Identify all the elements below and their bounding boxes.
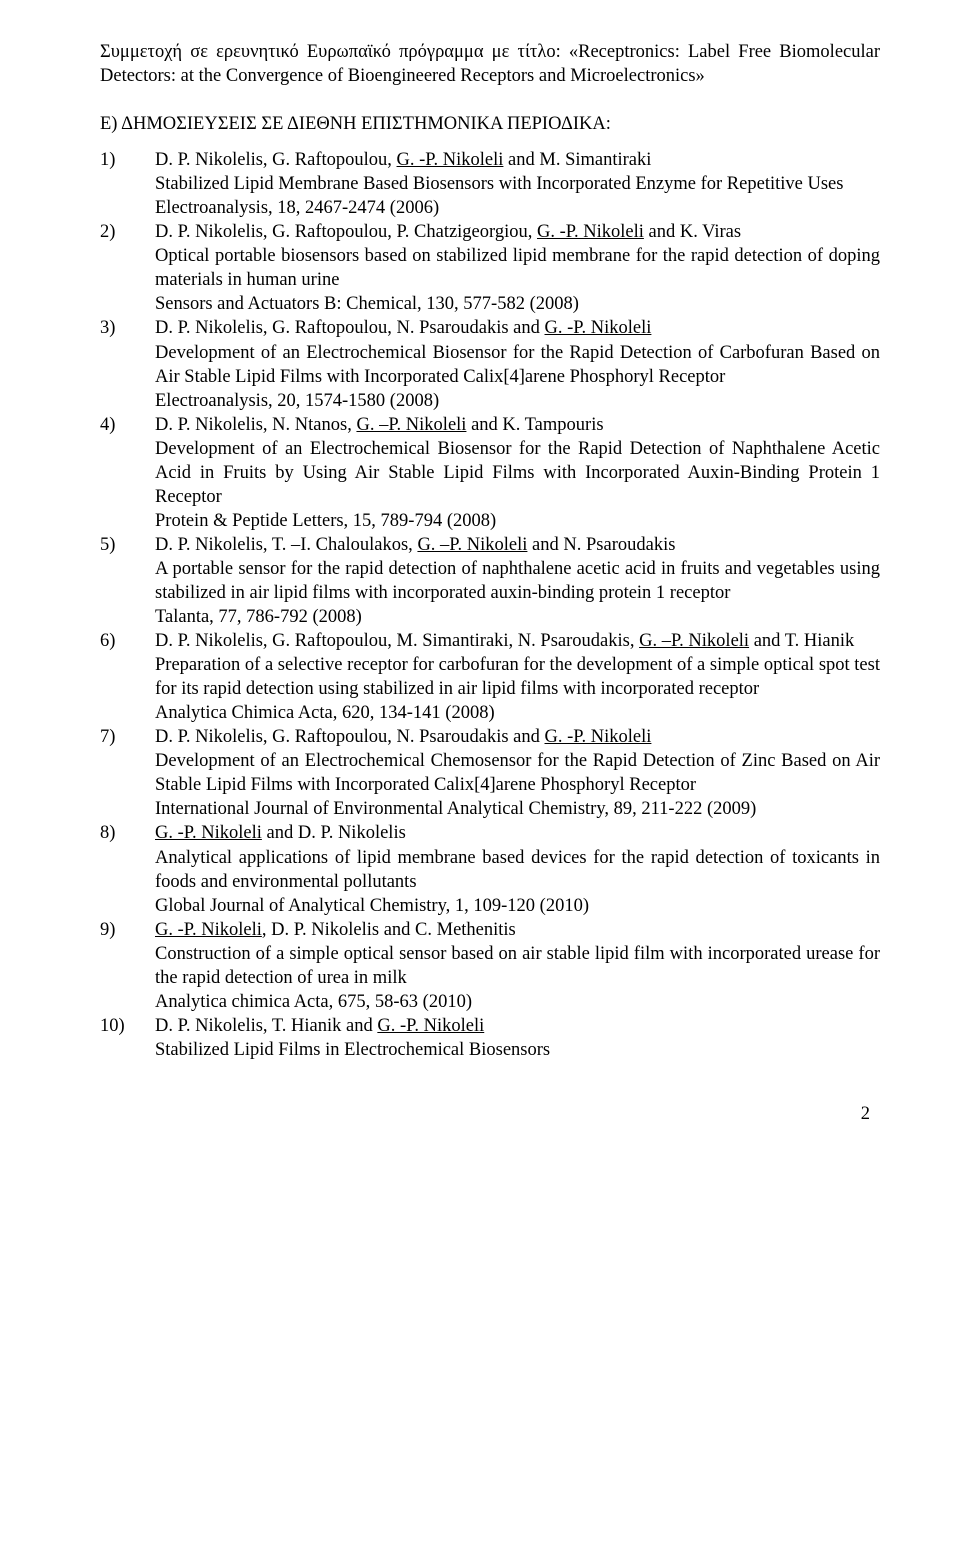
publication-entry: 4) D. P. Nikolelis, N. Ntanos, G. –P. Ni…: [100, 413, 880, 533]
entry-body: D. P. Nikolelis, G. Raftopoulou, N. Psar…: [155, 725, 880, 821]
entry-title: Optical portable biosensors based on sta…: [155, 244, 880, 292]
authors-underlined: G. –P. Nikoleli: [417, 535, 527, 555]
entry-body: D. P. Nikolelis, G. Raftopoulou, P. Chat…: [155, 220, 880, 316]
authors-underlined: G. –P. Nikoleli: [639, 631, 749, 651]
entry-source: Protein & Peptide Letters, 15, 789-794 (…: [155, 509, 880, 533]
authors-underlined: G. -P. Nikoleli: [537, 222, 644, 242]
entry-body: G. -P. Nikoleli, D. P. Nikolelis and C. …: [155, 918, 880, 1014]
entry-source: Electroanalysis, 18, 2467-2474 (2006): [155, 196, 880, 220]
authors-underlined: G. -P. Nikoleli: [155, 823, 262, 843]
entry-source: Global Journal of Analytical Chemistry, …: [155, 894, 880, 918]
entry-source: Sensors and Actuators B: Chemical, 130, …: [155, 292, 880, 316]
entry-title: Preparation of a selective receptor for …: [155, 653, 880, 701]
authors-pre: D. P. Nikolelis, G. Raftopoulou, P. Chat…: [155, 222, 537, 242]
authors-pre: D. P. Nikolelis, T. Hianik and: [155, 1016, 377, 1036]
entry-source: Talanta, 77, 786-792 (2008): [155, 605, 880, 629]
entry-body: D. P. Nikolelis, G. Raftopoulou, M. Sima…: [155, 629, 880, 725]
entry-source: Electroanalysis, 20, 1574-1580 (2008): [155, 389, 880, 413]
entry-body: D. P. Nikolelis, N. Ntanos, G. –P. Nikol…: [155, 413, 880, 533]
authors-pre: D. P. Nikolelis, G. Raftopoulou, M. Sima…: [155, 631, 639, 651]
authors-underlined: G. -P. Nikoleli: [545, 727, 652, 747]
entry-body: D. P. Nikolelis, T. Hianik and G. -P. Ni…: [155, 1014, 880, 1062]
authors-underlined: G. -P. Nikoleli: [377, 1016, 484, 1036]
entry-body: D. P. Nikolelis, G. Raftopoulou, G. -P. …: [155, 148, 880, 220]
authors-post: and K. Viras: [644, 222, 741, 242]
authors-post: and K. Tampouris: [466, 415, 603, 435]
authors-post: and D. P. Nikolelis: [262, 823, 406, 843]
entry-number: 8): [100, 821, 155, 845]
entry-title: Development of an Electrochemical Biosen…: [155, 437, 880, 509]
entry-number: 2): [100, 220, 155, 244]
publication-entry: 1) D. P. Nikolelis, G. Raftopoulou, G. -…: [100, 148, 880, 220]
section-e-heading: Ε) ΔΗΜΟΣΙΕΥΣΕΙΣ ΣΕ ΔΙΕΘΝΗ ΕΠΙΣΤΗΜΟΝΙΚΑ Π…: [100, 112, 880, 136]
authors-underlined: G. -P. Nikoleli: [155, 920, 262, 940]
entry-title: Analytical applications of lipid membran…: [155, 846, 880, 894]
authors-underlined: G. -P. Nikoleli: [397, 150, 504, 170]
intro-text: Συμμετοχή σε ερευνητικό Ευρωπαϊκό πρόγρα…: [100, 42, 880, 86]
entry-number: 7): [100, 725, 155, 749]
entry-title: A portable sensor for the rapid detectio…: [155, 557, 880, 605]
entry-number: 10): [100, 1014, 155, 1038]
entry-number: 1): [100, 148, 155, 172]
entry-source: International Journal of Environmental A…: [155, 797, 880, 821]
entry-number: 5): [100, 533, 155, 557]
publication-entry: 3) D. P. Nikolelis, G. Raftopoulou, N. P…: [100, 316, 880, 412]
entry-body: D. P. Nikolelis, T. –I. Chaloulakos, G. …: [155, 533, 880, 629]
page-number: 2: [100, 1102, 880, 1126]
authors-underlined: G. -P. Nikoleli: [545, 318, 652, 338]
authors-post: and M. Simantiraki: [503, 150, 651, 170]
entry-title: Construction of a simple optical sensor …: [155, 942, 880, 990]
entry-source: Analytica chimica Acta, 675, 58-63 (2010…: [155, 990, 880, 1014]
publication-entry: 10) D. P. Nikolelis, T. Hianik and G. -P…: [100, 1014, 880, 1062]
entry-title: Development of an Electrochemical Chemos…: [155, 749, 880, 797]
authors-pre: D. P. Nikolelis, G. Raftopoulou,: [155, 150, 397, 170]
entry-body: D. P. Nikolelis, G. Raftopoulou, N. Psar…: [155, 316, 880, 412]
authors-pre: D. P. Nikolelis, T. –I. Chaloulakos,: [155, 535, 417, 555]
document-page: Συμμετοχή σε ερευνητικό Ευρωπαϊκό πρόγρα…: [0, 0, 960, 1166]
section-e-title-text: Ε) ΔΗΜΟΣΙΕΥΣΕΙΣ ΣΕ ΔΙΕΘΝΗ ΕΠΙΣΤΗΜΟΝΙΚΑ Π…: [100, 114, 611, 134]
authors-post: and N. Psaroudakis: [527, 535, 675, 555]
authors-underlined: G. –P. Nikoleli: [356, 415, 466, 435]
publication-entry: 9) G. -P. Nikoleli, D. P. Nikolelis and …: [100, 918, 880, 1014]
publication-entry: 6) D. P. Nikolelis, G. Raftopoulou, M. S…: [100, 629, 880, 725]
publication-entry: 8) G. -P. Nikoleli and D. P. Nikolelis A…: [100, 821, 880, 917]
authors-pre: D. P. Nikolelis, N. Ntanos,: [155, 415, 356, 435]
authors-pre: D. P. Nikolelis, G. Raftopoulou, N. Psar…: [155, 727, 545, 747]
entry-number: 6): [100, 629, 155, 653]
publication-entry: 7) D. P. Nikolelis, G. Raftopoulou, N. P…: [100, 725, 880, 821]
publication-entry: 2) D. P. Nikolelis, G. Raftopoulou, P. C…: [100, 220, 880, 316]
entry-number: 3): [100, 316, 155, 340]
entry-body: G. -P. Nikoleli and D. P. Nikolelis Anal…: [155, 821, 880, 917]
authors-post: , D. P. Nikolelis and C. Methenitis: [262, 920, 516, 940]
entry-title: Stabilized Lipid Membrane Based Biosenso…: [155, 172, 880, 196]
entry-title: Stabilized Lipid Films in Electrochemica…: [155, 1038, 880, 1062]
authors-post: and T. Hianik: [749, 631, 854, 651]
authors-pre: D. P. Nikolelis, G. Raftopoulou, N. Psar…: [155, 318, 545, 338]
entry-number: 9): [100, 918, 155, 942]
entry-number: 4): [100, 413, 155, 437]
publication-entry: 5) D. P. Nikolelis, T. –I. Chaloulakos, …: [100, 533, 880, 629]
entry-source: Analytica Chimica Acta, 620, 134-141 (20…: [155, 701, 880, 725]
publication-list: 1) D. P. Nikolelis, G. Raftopoulou, G. -…: [100, 148, 880, 1062]
intro-paragraph: Συμμετοχή σε ερευνητικό Ευρωπαϊκό πρόγρα…: [100, 40, 880, 88]
entry-title: Development of an Electrochemical Biosen…: [155, 341, 880, 389]
